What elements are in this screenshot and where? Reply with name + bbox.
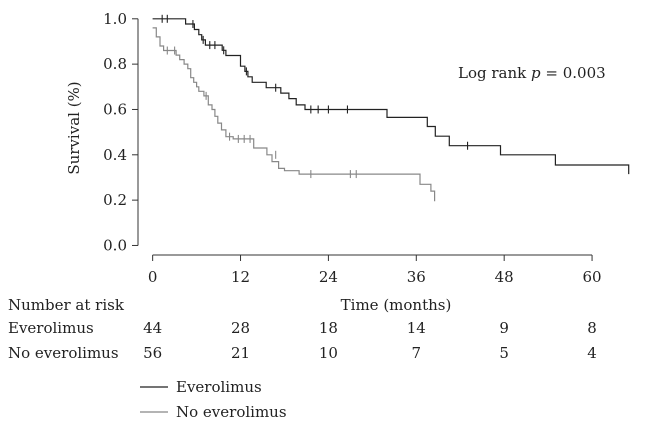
y-tick-label: 0.0	[103, 236, 127, 254]
x-tick-label: 12	[231, 268, 250, 286]
x-tick-label: 60	[583, 268, 602, 286]
risk-count: 5	[499, 344, 509, 362]
survival-curve	[152, 18, 630, 175]
x-tick-label: 36	[407, 268, 426, 286]
logrank-p: p	[531, 64, 541, 82]
survival-curve	[152, 27, 436, 202]
risk-count: 56	[143, 344, 162, 362]
y-axis-label: Survival (%)	[65, 81, 83, 174]
logrank-annotation: Log rank p = 0.003	[458, 64, 606, 82]
risk-table-rows: Everolimus 44 28 18 14 9 8 No everolimus 56 21 10 7…	[8, 319, 597, 362]
y-tick-label: 0.8	[103, 55, 127, 73]
x-axis-label: Time (months)	[341, 296, 452, 314]
series-no-everolimus	[152, 27, 436, 202]
risk-table: Number at risk Time (months) Everolimus 4…	[8, 296, 597, 362]
legend-label: Everolimus	[176, 378, 262, 396]
risk-row-label: Everolimus	[8, 319, 94, 337]
logrank-suffix: = 0.003	[541, 64, 606, 82]
risk-count: 9	[499, 319, 509, 337]
x-tick-label: 48	[495, 268, 514, 286]
risk-count: 44	[143, 319, 162, 337]
x-tick-label: 24	[319, 268, 338, 286]
logrank-prefix: Log rank	[458, 64, 531, 82]
risk-row-label: No everolimus	[8, 344, 119, 362]
y-tick-label: 0.2	[103, 191, 127, 209]
risk-count: 4	[587, 344, 597, 362]
risk-count: 8	[587, 319, 597, 337]
legend: Everolimus No everolimus	[140, 378, 287, 421]
y-ticks: 0.0 0.2 0.4 0.6 0.8 1.0	[103, 10, 138, 254]
series-layer	[152, 14, 630, 202]
y-tick-label: 0.6	[103, 100, 127, 118]
risk-count: 14	[407, 319, 426, 337]
risk-count: 18	[319, 319, 338, 337]
axes: 0.0 0.2 0.4 0.6 0.8 1.0 0 12 24 36 48 60 Survival …	[65, 10, 602, 286]
x-tick-label: 0	[148, 268, 158, 286]
series-everolimus	[152, 14, 630, 175]
risk-count: 21	[231, 344, 250, 362]
legend-label: No everolimus	[176, 403, 287, 421]
y-tick-label: 1.0	[103, 10, 127, 28]
risk-count: 7	[412, 344, 422, 362]
risk-count: 10	[319, 344, 338, 362]
risk-count: 28	[231, 319, 250, 337]
risk-table-header: Number at risk	[8, 296, 125, 314]
y-tick-label: 0.4	[103, 146, 127, 164]
x-ticks: 0 12 24 36 48 60	[148, 255, 602, 286]
